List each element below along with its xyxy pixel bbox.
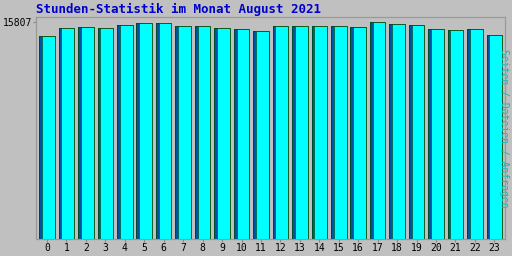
Bar (467, 29, 483, 239)
Bar (370, 23, 373, 239)
Bar (272, 26, 275, 239)
Bar (176, 26, 191, 239)
Bar (234, 29, 237, 239)
Bar (215, 28, 217, 239)
Bar (311, 26, 314, 239)
Bar (486, 35, 489, 239)
Bar (176, 26, 178, 239)
Bar (331, 26, 334, 239)
Bar (311, 26, 314, 239)
Bar (117, 25, 120, 239)
Bar (447, 30, 451, 239)
Bar (428, 29, 431, 239)
Y-axis label: Seiten / Dateien / Anfragen: Seiten / Dateien / Anfragen (499, 49, 509, 207)
Bar (117, 25, 120, 239)
Bar (467, 29, 470, 239)
Bar (447, 30, 451, 239)
Bar (292, 26, 308, 239)
Bar (59, 28, 61, 239)
Bar (331, 26, 334, 239)
Text: Stunden-Statistik im Monat August 2021: Stunden-Statistik im Monat August 2021 (36, 3, 322, 16)
Bar (59, 28, 61, 239)
Bar (215, 28, 230, 239)
Bar (156, 23, 172, 239)
Bar (370, 23, 373, 239)
Bar (428, 29, 431, 239)
Bar (117, 25, 133, 239)
Bar (176, 26, 178, 239)
Bar (78, 27, 94, 239)
Bar (78, 27, 81, 239)
Bar (292, 26, 295, 239)
Bar (447, 30, 463, 239)
Bar (292, 26, 295, 239)
Bar (331, 26, 347, 239)
Bar (137, 23, 139, 239)
Bar (350, 27, 353, 239)
Bar (59, 28, 74, 239)
Bar (98, 28, 100, 239)
Bar (409, 25, 412, 239)
Bar (350, 27, 366, 239)
Bar (98, 28, 113, 239)
Bar (311, 26, 327, 239)
Bar (39, 36, 55, 239)
Bar (370, 23, 386, 239)
Bar (409, 25, 412, 239)
Bar (409, 25, 424, 239)
Bar (137, 23, 139, 239)
Bar (486, 35, 489, 239)
Bar (234, 29, 237, 239)
Bar (389, 24, 392, 239)
Bar (195, 26, 198, 239)
Bar (272, 26, 275, 239)
Bar (195, 26, 198, 239)
Bar (39, 36, 42, 239)
Bar (253, 31, 256, 239)
Bar (156, 23, 159, 239)
Bar (137, 23, 152, 239)
Bar (98, 28, 100, 239)
Bar (215, 28, 217, 239)
Bar (389, 24, 392, 239)
Bar (234, 29, 249, 239)
Bar (253, 31, 269, 239)
Bar (272, 26, 288, 239)
Bar (467, 29, 470, 239)
Bar (156, 23, 159, 239)
Bar (195, 26, 210, 239)
Bar (39, 36, 42, 239)
Bar (350, 27, 353, 239)
Bar (253, 31, 256, 239)
Bar (428, 29, 444, 239)
Bar (389, 24, 405, 239)
Bar (78, 27, 81, 239)
Bar (486, 35, 502, 239)
